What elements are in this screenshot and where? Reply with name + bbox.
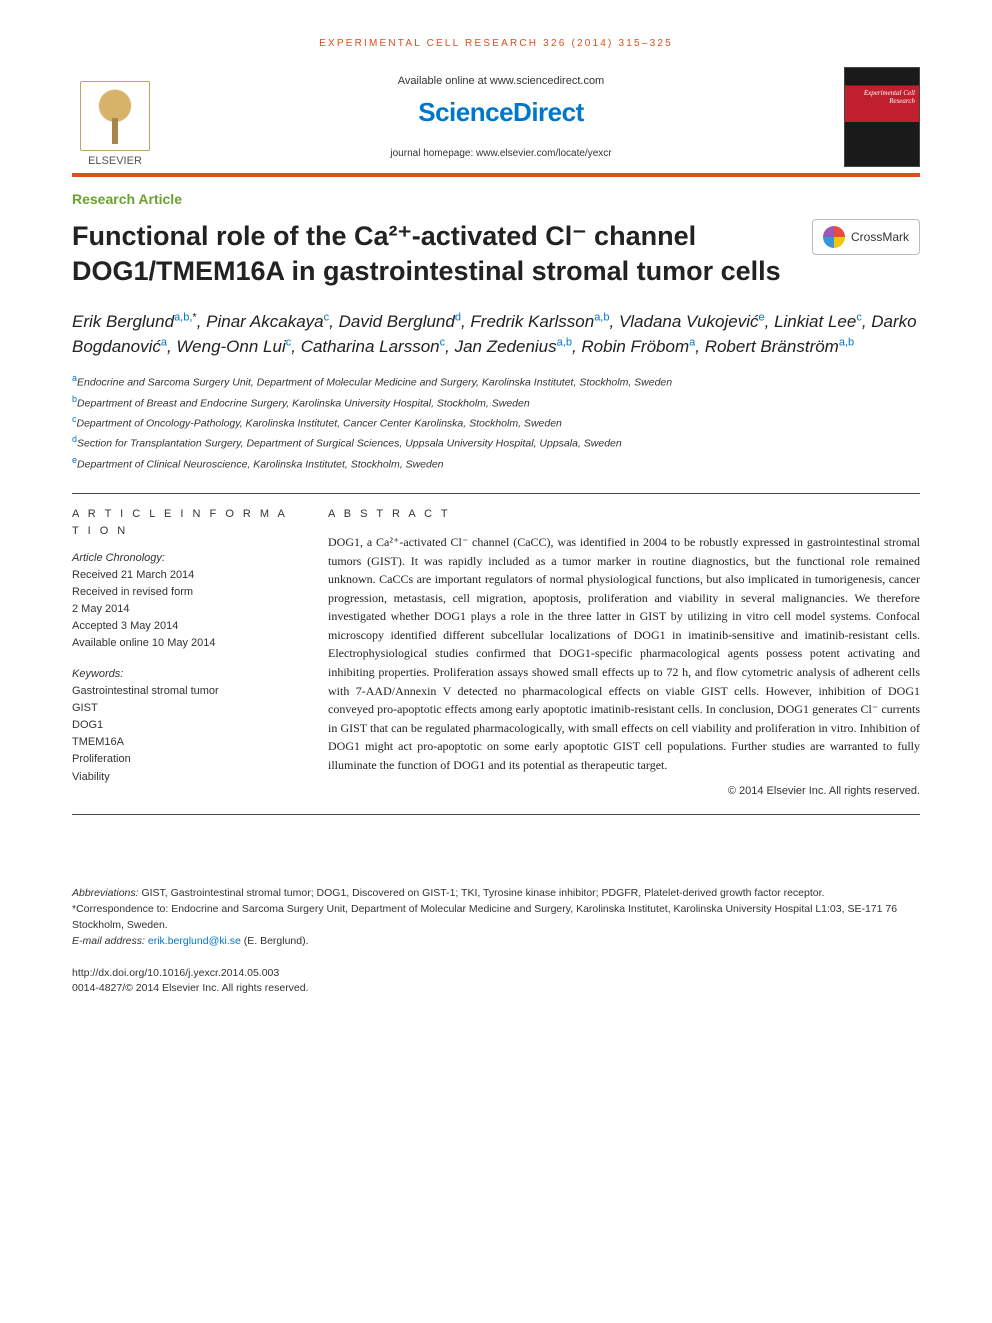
keyword-item: Gastrointestinal stromal tumor: [72, 683, 292, 700]
chronology-item: Accepted 3 May 2014: [72, 618, 292, 635]
corr-label: *Correspondence to:: [72, 903, 168, 915]
author: David Berglundd: [339, 312, 461, 331]
elsevier-logo: ELSEVIER: [72, 67, 158, 167]
keyword-item: DOG1: [72, 717, 292, 734]
elsevier-tree-icon: [80, 81, 150, 151]
divider-top: [72, 493, 920, 494]
keyword-item: Proliferation: [72, 751, 292, 768]
available-online-line: Available online at www.sciencedirect.co…: [398, 75, 604, 87]
crossmark-label: CrossMark: [851, 230, 909, 244]
article-info-column: A R T I C L E I N F O R M A T I O N Arti…: [72, 506, 292, 800]
journal-homepage-line: journal homepage: www.elsevier.com/locat…: [390, 148, 611, 159]
author: Jan Zedeniusa,b: [455, 337, 572, 356]
article-info-heading: A R T I C L E I N F O R M A T I O N: [72, 506, 292, 540]
elsevier-word: ELSEVIER: [88, 155, 142, 167]
crossmark-badge[interactable]: CrossMark: [812, 219, 920, 255]
chronology-item: Available online 10 May 2014: [72, 635, 292, 652]
chronology-list: Received 21 March 2014Received in revise…: [72, 567, 292, 652]
keyword-item: Viability: [72, 769, 292, 786]
corr-text: Endocrine and Sarcoma Surgery Unit, Depa…: [72, 903, 897, 931]
chronology-item: 2 May 2014: [72, 601, 292, 618]
abstract-copyright: © 2014 Elsevier Inc. All rights reserved…: [328, 783, 920, 800]
abbrev-text: GIST, Gastrointestinal stromal tumor; DO…: [141, 887, 824, 899]
corresponding-email-link[interactable]: erik.berglund@ki.se: [148, 935, 241, 947]
email-label: E-mail address:: [72, 935, 145, 947]
authors-block: Erik Berglunda,b,*, Pinar Akcakayac, Dav…: [72, 310, 920, 359]
page: EXPERIMENTAL CELL RESEARCH 326 (2014) 31…: [0, 0, 992, 1027]
running-header: EXPERIMENTAL CELL RESEARCH 326 (2014) 31…: [72, 38, 920, 49]
sciencedirect-brand: ScienceDirect: [418, 97, 583, 128]
article-type: Research Article: [72, 191, 920, 207]
doi-block: http://dx.doi.org/10.1016/j.yexcr.2014.0…: [72, 966, 920, 998]
correspondence-line: *Correspondence to: Endocrine and Sarcom…: [72, 901, 920, 934]
divider-bottom: [72, 814, 920, 815]
keywords-label: Keywords:: [72, 666, 292, 683]
author: Erik Berglunda,b,*: [72, 312, 197, 331]
abstract-column: A B S T R A C T DOG1, a Ca²⁺-activated C…: [328, 506, 920, 800]
author: Robin Fröboma: [581, 337, 695, 356]
author: Catharina Larssonc: [301, 337, 445, 356]
keyword-item: TMEM16A: [72, 734, 292, 751]
affiliation-line: cDepartment of Oncology-Pathology, Karol…: [72, 412, 920, 432]
chronology-item: Received 21 March 2014: [72, 567, 292, 584]
journal-cover-title: Experimental Cell Research: [849, 90, 915, 105]
abbreviations-line: Abbreviations: GIST, Gastrointestinal st…: [72, 885, 920, 901]
keywords-list: Gastrointestinal stromal tumorGISTDOG1TM…: [72, 683, 292, 785]
author: Fredrik Karlssona,b: [470, 312, 609, 331]
body-columns: A R T I C L E I N F O R M A T I O N Arti…: [72, 506, 920, 800]
affiliation-line: eDepartment of Clinical Neuroscience, Ka…: [72, 453, 920, 473]
abstract-heading: A B S T R A C T: [328, 506, 920, 523]
masthead: ELSEVIER Available online at www.science…: [72, 67, 920, 173]
author: Robert Bränströma,b: [705, 337, 854, 356]
journal-cover-thumbnail: Experimental Cell Research: [844, 67, 920, 167]
abbrev-label: Abbreviations:: [72, 887, 139, 899]
author: Weng-Onn Luic: [176, 337, 291, 356]
author: Pinar Akcakayac: [206, 312, 329, 331]
footnotes-block: Abbreviations: GIST, Gastrointestinal st…: [72, 885, 920, 950]
keyword-item: GIST: [72, 700, 292, 717]
title-row: Functional role of the Ca²⁺-activated Cl…: [72, 219, 920, 288]
affiliation-line: aEndocrine and Sarcoma Surgery Unit, Dep…: [72, 371, 920, 391]
masthead-wrap: ELSEVIER Available online at www.science…: [72, 67, 920, 177]
affiliation-line: bDepartment of Breast and Endocrine Surg…: [72, 392, 920, 412]
abstract-text: DOG1, a Ca²⁺-activated Cl⁻ channel (CaCC…: [328, 533, 920, 775]
email-owner: (E. Berglund).: [244, 935, 309, 947]
chronology-label: Article Chronology:: [72, 550, 292, 567]
doi-line: http://dx.doi.org/10.1016/j.yexcr.2014.0…: [72, 966, 920, 982]
article-title: Functional role of the Ca²⁺-activated Cl…: [72, 219, 792, 288]
affiliations-block: aEndocrine and Sarcoma Surgery Unit, Dep…: [72, 371, 920, 472]
author: Vladana Vukojeviće: [619, 312, 765, 331]
crossmark-icon: [823, 226, 845, 248]
email-line: E-mail address: erik.berglund@ki.se (E. …: [72, 933, 920, 949]
affiliation-line: dSection for Transplantation Surgery, De…: [72, 432, 920, 452]
issn-line: 0014-4827/© 2014 Elsevier Inc. All right…: [72, 981, 920, 997]
chronology-item: Received in revised form: [72, 584, 292, 601]
author: Linkiat Leec: [774, 312, 862, 331]
masthead-center: Available online at www.sciencedirect.co…: [176, 67, 826, 167]
